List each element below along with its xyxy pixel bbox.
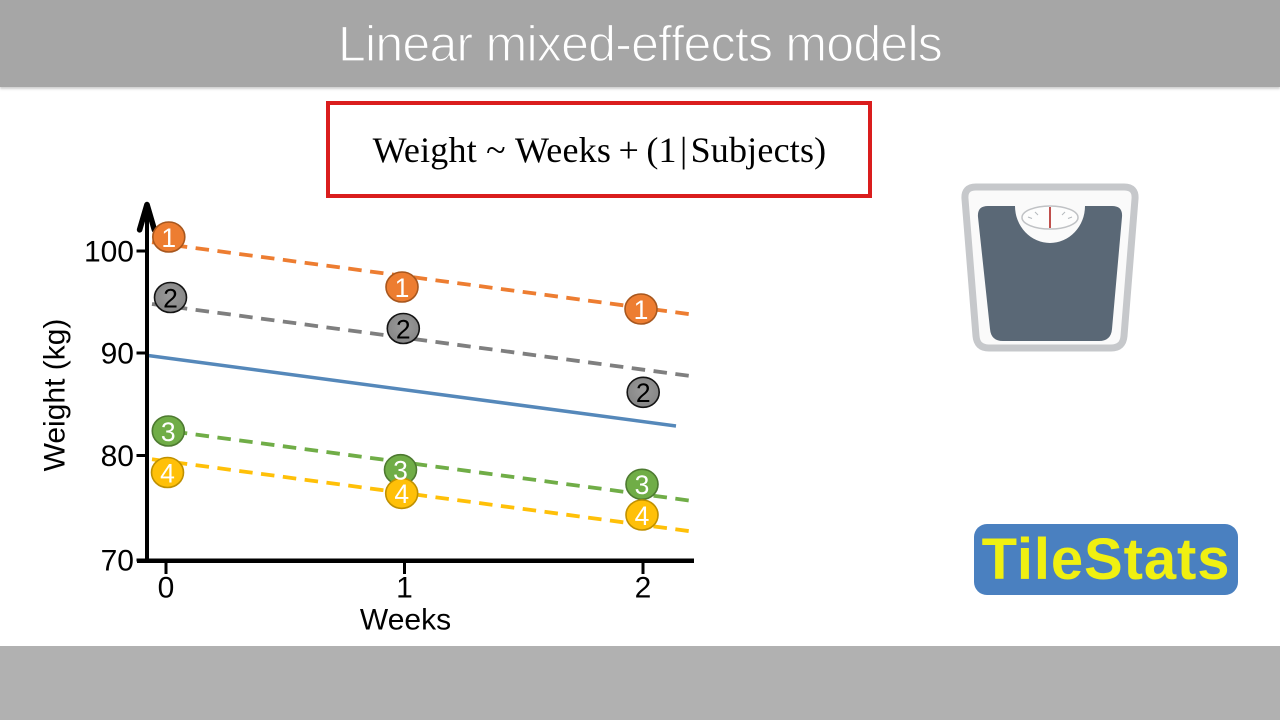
svg-text:Weight (kg): Weight (kg) (39, 319, 72, 472)
svg-text:1: 1 (161, 223, 176, 253)
svg-text:70: 70 (101, 545, 134, 578)
svg-text:4: 4 (160, 458, 175, 488)
svg-text:100: 100 (84, 236, 134, 269)
svg-text:2: 2 (163, 283, 178, 313)
svg-text:0: 0 (158, 572, 175, 605)
svg-text:4: 4 (635, 501, 650, 531)
svg-text:3: 3 (635, 470, 650, 500)
svg-text:2: 2 (396, 314, 411, 344)
svg-text:4: 4 (394, 479, 409, 509)
svg-text:1: 1 (395, 273, 410, 303)
svg-text:1: 1 (396, 572, 413, 605)
svg-text:3: 3 (161, 417, 176, 447)
svg-text:2: 2 (635, 572, 652, 605)
svg-text:90: 90 (101, 338, 134, 371)
svg-text:Weeks: Weeks (360, 604, 451, 637)
svg-text:80: 80 (101, 440, 134, 473)
svg-text:1: 1 (634, 295, 649, 325)
svg-text:3: 3 (393, 456, 408, 486)
svg-text:2: 2 (636, 378, 651, 408)
